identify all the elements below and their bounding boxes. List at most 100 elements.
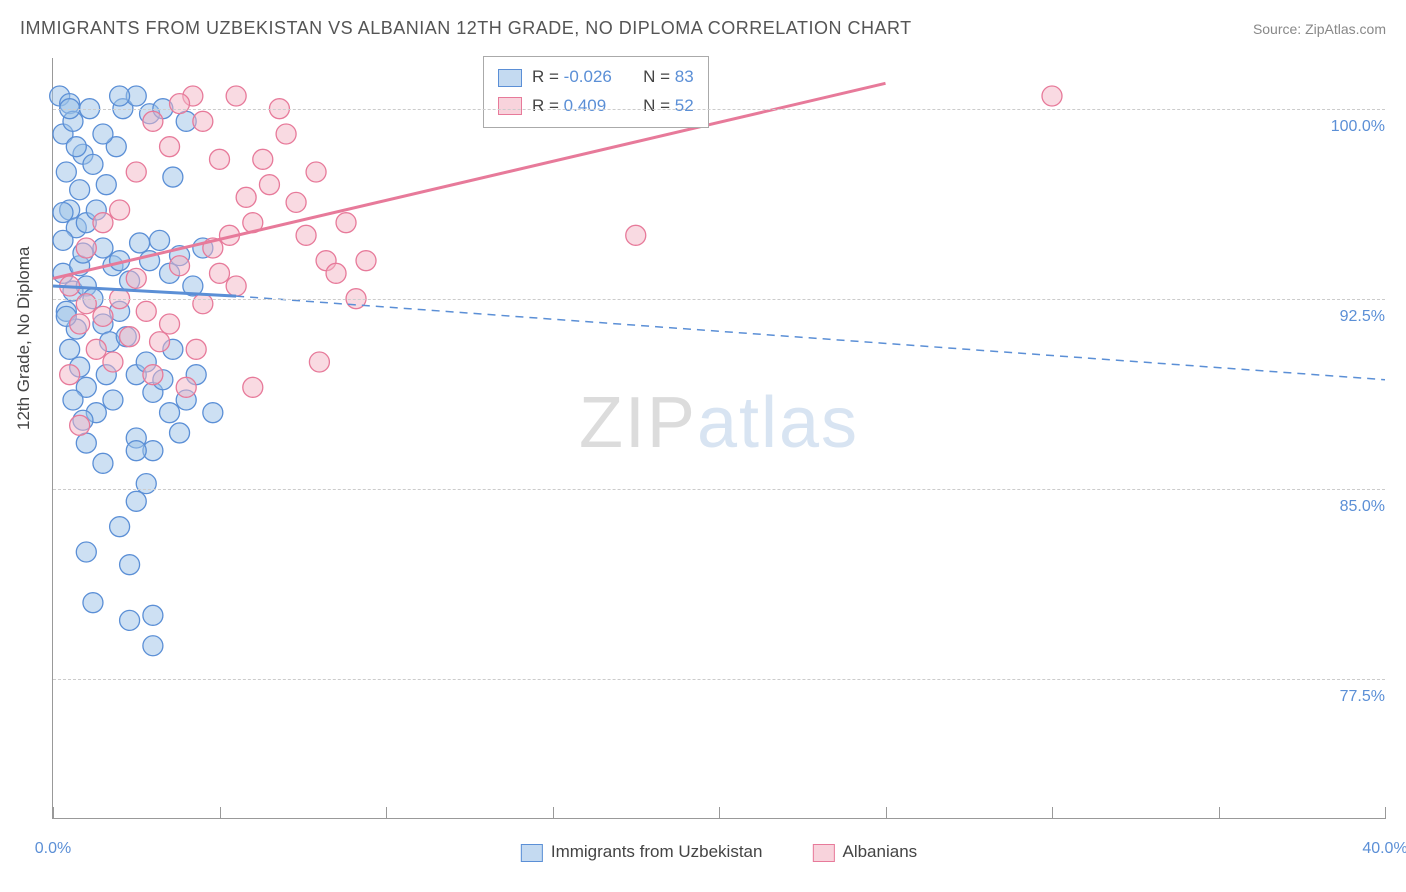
scatter-point bbox=[103, 352, 123, 372]
scatter-point bbox=[70, 314, 90, 334]
legend-swatch bbox=[521, 844, 543, 862]
gridline-h bbox=[53, 299, 1385, 300]
gridline-h bbox=[53, 489, 1385, 490]
scatter-point bbox=[326, 263, 346, 283]
trend-line-ext bbox=[236, 296, 1385, 380]
scatter-point bbox=[63, 390, 83, 410]
scatter-point bbox=[203, 403, 223, 423]
tick-v bbox=[1052, 807, 1053, 819]
scatter-point bbox=[296, 225, 316, 245]
y-axis-title: 12th Grade, No Diploma bbox=[14, 247, 34, 430]
legend-item: Immigrants from Uzbekistan bbox=[521, 842, 763, 862]
r-label: R = bbox=[532, 96, 564, 115]
gridline-h bbox=[53, 679, 1385, 680]
scatter-point bbox=[76, 433, 96, 453]
scatter-point bbox=[70, 180, 90, 200]
scatter-point bbox=[76, 542, 96, 562]
legend-swatch bbox=[498, 69, 522, 87]
tick-v bbox=[886, 807, 887, 819]
scatter-point bbox=[163, 167, 183, 187]
scatter-point bbox=[136, 301, 156, 321]
scatter-point bbox=[143, 365, 163, 385]
scatter-point bbox=[309, 352, 329, 372]
scatter-point bbox=[83, 593, 103, 613]
scatter-point bbox=[176, 377, 196, 397]
stat-box: R = -0.026 N = 83R = 0.409 N = 52 bbox=[483, 56, 709, 128]
scatter-point bbox=[243, 377, 263, 397]
scatter-point bbox=[356, 251, 376, 271]
tick-v bbox=[220, 807, 221, 819]
scatter-point bbox=[120, 555, 140, 575]
scatter-point bbox=[136, 474, 156, 494]
scatter-point bbox=[93, 124, 113, 144]
scatter-point bbox=[236, 187, 256, 207]
tick-v bbox=[1219, 807, 1220, 819]
gridline-h bbox=[53, 109, 1385, 110]
scatter-point bbox=[66, 137, 86, 157]
tick-v bbox=[1385, 807, 1386, 819]
scatter-point bbox=[126, 441, 146, 461]
r-value: 0.409 bbox=[564, 92, 634, 121]
scatter-point bbox=[336, 213, 356, 233]
scatter-point bbox=[286, 192, 306, 212]
chart-title: IMMIGRANTS FROM UZBEKISTAN VS ALBANIAN 1… bbox=[20, 18, 912, 39]
source-label: Source: ZipAtlas.com bbox=[1253, 21, 1386, 37]
scatter-point bbox=[53, 230, 73, 250]
scatter-point bbox=[626, 225, 646, 245]
scatter-point bbox=[170, 423, 190, 443]
n-value: 52 bbox=[675, 96, 694, 115]
scatter-point bbox=[1042, 86, 1062, 106]
tick-v bbox=[553, 807, 554, 819]
scatter-point bbox=[53, 203, 73, 223]
scatter-point bbox=[150, 230, 170, 250]
y-tick-label: 100.0% bbox=[1327, 118, 1389, 136]
scatter-point bbox=[83, 154, 103, 174]
scatter-point bbox=[110, 200, 130, 220]
scatter-point bbox=[126, 162, 146, 182]
chart-area: ZIPatlas R = -0.026 N = 83R = 0.409 N = … bbox=[52, 58, 1385, 819]
scatter-point bbox=[193, 294, 213, 314]
y-tick-label: 85.0% bbox=[1336, 498, 1389, 516]
scatter-point bbox=[120, 610, 140, 630]
stat-row: R = -0.026 N = 83 bbox=[498, 63, 694, 92]
tick-v bbox=[386, 807, 387, 819]
scatter-point bbox=[306, 162, 326, 182]
legend-swatch bbox=[812, 844, 834, 862]
scatter-point bbox=[226, 86, 246, 106]
legend-label: Immigrants from Uzbekistan bbox=[551, 842, 763, 861]
scatter-point bbox=[93, 306, 113, 326]
scatter-point bbox=[76, 294, 96, 314]
scatter-point bbox=[56, 162, 76, 182]
scatter-point bbox=[130, 233, 150, 253]
n-label: N = bbox=[643, 67, 675, 86]
x-tick-label: 40.0% bbox=[1362, 840, 1406, 858]
legend-label: Albanians bbox=[842, 842, 917, 861]
tick-v bbox=[53, 807, 54, 819]
scatter-point bbox=[126, 268, 146, 288]
y-tick-label: 77.5% bbox=[1336, 688, 1389, 706]
scatter-point bbox=[210, 149, 230, 169]
scatter-point bbox=[160, 403, 180, 423]
scatter-point bbox=[150, 332, 170, 352]
r-label: R = bbox=[532, 67, 564, 86]
scatter-point bbox=[160, 314, 180, 334]
scatter-point bbox=[259, 175, 279, 195]
scatter-point bbox=[276, 124, 296, 144]
scatter-point bbox=[193, 111, 213, 131]
scatter-point bbox=[126, 491, 146, 511]
stat-row: R = 0.409 N = 52 bbox=[498, 92, 694, 121]
scatter-point bbox=[103, 390, 123, 410]
n-label: N = bbox=[643, 96, 675, 115]
scatter-point bbox=[93, 213, 113, 233]
scatter-point bbox=[110, 517, 130, 537]
r-value: -0.026 bbox=[564, 63, 634, 92]
scatter-point bbox=[143, 605, 163, 625]
scatter-point bbox=[120, 327, 140, 347]
scatter-point bbox=[96, 175, 116, 195]
tick-v bbox=[719, 807, 720, 819]
legend-swatch bbox=[498, 97, 522, 115]
scatter-point bbox=[76, 238, 96, 258]
scatter-point bbox=[143, 636, 163, 656]
plot-svg bbox=[53, 58, 1385, 818]
legend-item: Albanians bbox=[812, 842, 917, 862]
